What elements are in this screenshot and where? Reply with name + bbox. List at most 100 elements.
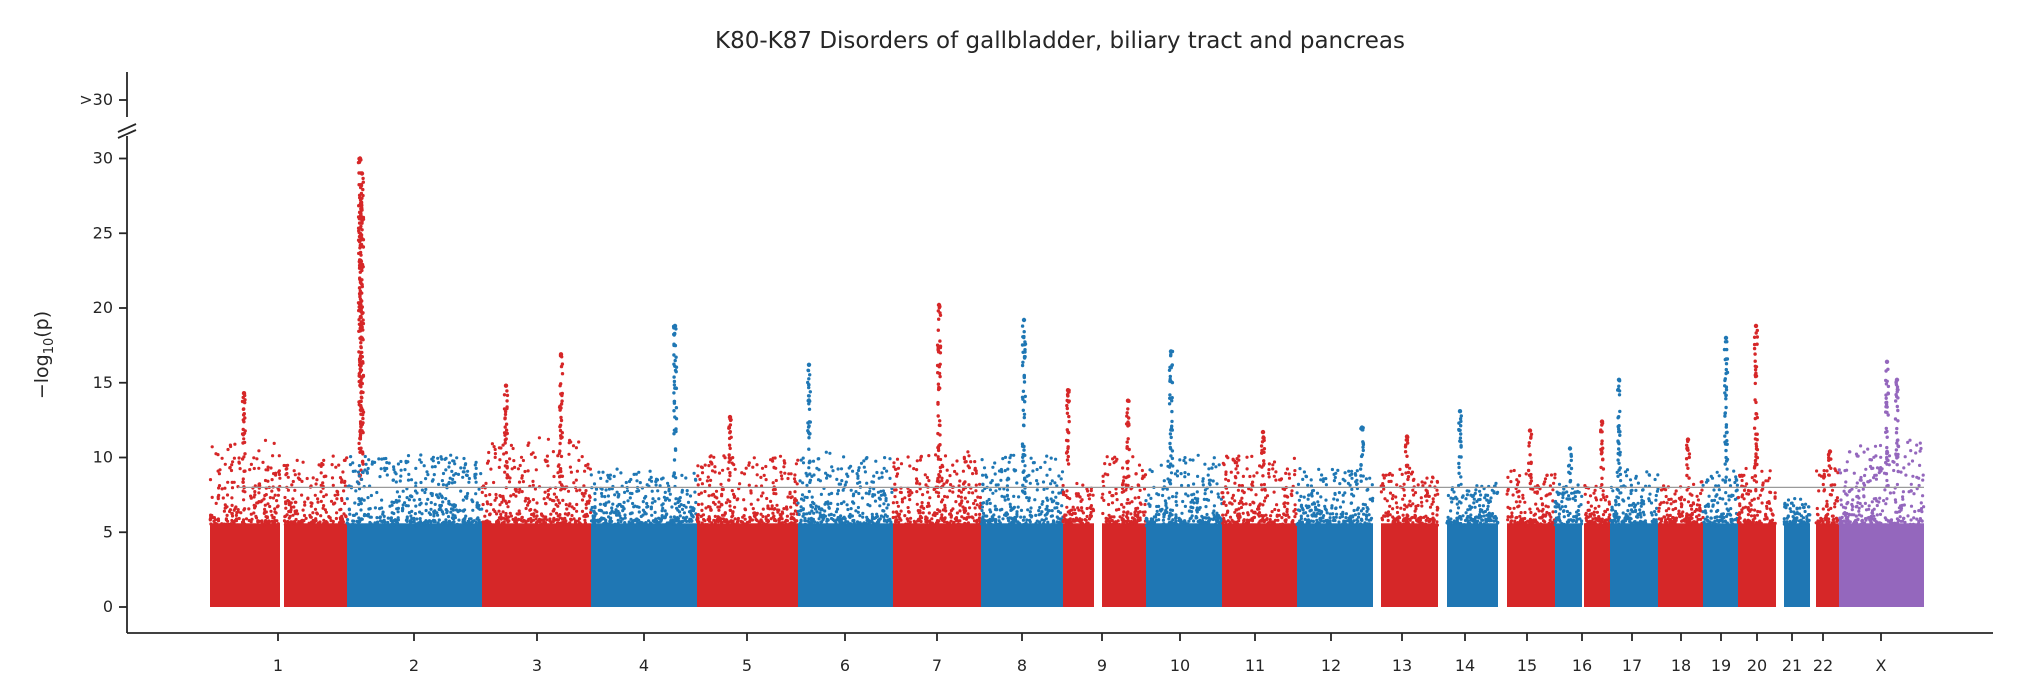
peak-point: [1260, 429, 1266, 435]
snp-point: [806, 368, 810, 372]
snp-point: [710, 493, 714, 497]
snp-point: [1251, 480, 1255, 484]
snp-point: [589, 510, 593, 515]
snp-point: [680, 490, 684, 494]
snp-point: [1242, 519, 1246, 523]
snp-point: [454, 472, 458, 476]
snp-point: [358, 244, 363, 248]
snp-point: [1062, 490, 1066, 494]
snp-point: [697, 492, 701, 496]
snp-point: [558, 480, 562, 484]
snp-point: [842, 500, 846, 504]
snp-point: [1419, 496, 1423, 500]
snp-point: [924, 520, 928, 524]
snp-point: [938, 386, 942, 390]
snp-point: [810, 495, 814, 499]
snp-point: [672, 362, 676, 366]
snp-point: [728, 474, 732, 478]
snp-point: [313, 493, 317, 497]
snp-point: [879, 514, 884, 518]
snp-point: [964, 522, 968, 526]
snp-point: [370, 524, 374, 528]
snp-point: [691, 515, 695, 519]
snp-point: [1262, 520, 1266, 524]
snp-point: [808, 478, 813, 482]
snp-point: [696, 483, 700, 487]
snp-point: [409, 478, 414, 482]
snp-point: [1066, 454, 1071, 459]
snp-point: [378, 475, 382, 479]
snp-point: [716, 505, 720, 509]
snp-point: [959, 490, 964, 494]
snp-point: [1398, 467, 1402, 471]
snp-point: [373, 521, 377, 525]
snp-point: [1127, 474, 1131, 478]
snp-point: [1532, 513, 1536, 517]
snp-point: [742, 514, 746, 518]
snp-point: [1065, 505, 1069, 509]
snp-point: [733, 517, 737, 521]
snp-point: [1239, 505, 1244, 510]
snp-point: [316, 524, 320, 528]
snp-point: [230, 463, 234, 467]
snp-point: [1122, 475, 1126, 479]
snp-point: [1478, 510, 1482, 514]
snp-point: [572, 517, 576, 521]
snp-point: [1126, 407, 1130, 411]
snp-point: [670, 505, 674, 509]
snp-point: [898, 490, 903, 494]
snp-point: [715, 496, 719, 500]
snp-point: [366, 466, 370, 471]
snp-point: [1576, 483, 1580, 487]
snp-point: [782, 523, 786, 528]
snp-point: [890, 490, 894, 494]
snp-point: [499, 446, 503, 450]
snp-point: [414, 504, 418, 508]
snp-point: [564, 519, 568, 523]
snp-point: [673, 448, 678, 452]
snp-point: [541, 522, 545, 527]
snp-point: [360, 336, 364, 340]
snp-point: [858, 514, 862, 518]
snp-point: [591, 519, 595, 523]
snp-point: [856, 476, 860, 480]
snp-point: [436, 456, 440, 460]
snp-point: [1355, 508, 1359, 512]
snp-point: [1300, 506, 1304, 510]
snp-point: [845, 472, 849, 476]
snp-point: [1413, 523, 1417, 527]
snp-point: [436, 521, 440, 525]
snp-point: [444, 518, 448, 522]
snp-point: [505, 399, 509, 403]
snp-point: [1248, 474, 1252, 479]
snp-point: [422, 522, 426, 526]
snp-point: [1058, 517, 1062, 521]
snp-point: [788, 490, 792, 494]
snp-point: [560, 391, 564, 396]
snp-point: [1132, 517, 1137, 522]
snp-point: [494, 523, 498, 527]
snp-point: [276, 522, 280, 526]
snp-point: [927, 504, 931, 508]
snp-point: [1291, 519, 1295, 524]
snp-point: [293, 509, 297, 513]
snp-point: [401, 489, 405, 493]
snp-point: [449, 510, 453, 514]
snp-point: [300, 479, 304, 483]
snp-point: [792, 522, 796, 526]
snp-point: [637, 505, 641, 509]
snp-point: [414, 481, 418, 485]
snp-point: [224, 522, 228, 527]
snp-point: [362, 498, 366, 502]
snp-point: [669, 515, 673, 519]
snp-point: [1001, 517, 1005, 521]
snp-point: [532, 514, 536, 518]
snp-point: [485, 523, 489, 527]
snp-point: [773, 487, 777, 492]
snp-point: [444, 497, 448, 501]
snp-point: [993, 472, 997, 476]
snp-point: [1178, 458, 1182, 462]
snp-point: [488, 512, 492, 516]
snp-point: [502, 431, 507, 435]
snp-point: [915, 490, 919, 494]
